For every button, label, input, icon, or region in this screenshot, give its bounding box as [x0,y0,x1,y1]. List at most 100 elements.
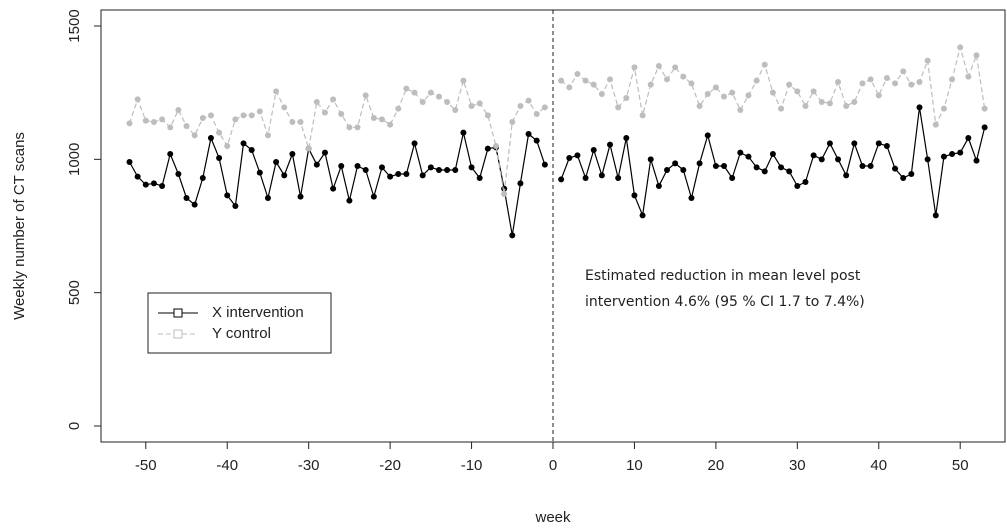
data-point [582,77,589,84]
data-point [240,140,247,147]
data-point [843,172,850,179]
data-point [647,81,654,88]
data-point [582,175,589,181]
data-point [289,119,296,125]
data-point [786,81,793,88]
data-point [859,80,866,87]
data-point [712,163,719,169]
data-point [655,183,662,189]
data-point [199,115,206,121]
data-point [240,112,247,119]
data-point [387,121,394,128]
data-point [378,116,385,123]
x-tick-label: -20 [379,457,401,474]
data-point [126,120,133,127]
data-point [598,91,605,97]
data-point [729,89,736,96]
data-point [664,76,671,83]
data-point [712,84,719,91]
data-point [835,156,842,163]
data-point [232,203,239,209]
data-point [224,192,231,199]
data-point [859,163,866,169]
data-point [150,119,157,125]
data-point [167,151,174,157]
data-point [281,172,288,179]
x-tick-label: 10 [626,457,643,474]
data-point [216,155,223,161]
data-point [533,137,540,144]
data-point [981,105,988,112]
annotation: Estimated reduction in mean level post [585,268,861,284]
data-point [672,64,679,71]
data-point [843,103,850,109]
data-point [778,164,785,171]
data-point [729,175,736,181]
data-point [297,193,304,200]
data-point [949,76,956,83]
data-point [908,171,915,177]
data-point [533,111,540,117]
legend-label: Y control [212,325,271,342]
data-point [574,152,581,159]
data-point [134,96,141,103]
data-point [370,193,377,200]
data-point [590,147,597,153]
data-point [664,167,671,173]
legend-box [147,292,332,354]
data-point [484,145,491,152]
data-point [639,112,646,119]
data-point [321,109,328,116]
data-point [973,52,980,59]
x-tick-label: -30 [298,457,320,474]
data-point [387,173,394,180]
data-point [883,75,890,81]
data-point [541,161,548,168]
data-point [134,173,141,180]
data-point [183,195,190,201]
data-point [875,92,882,99]
data-point [851,140,858,147]
legend-marker [173,329,183,339]
data-point [696,160,703,167]
data-point [484,112,491,119]
data-point [981,124,988,131]
data-point [924,57,931,64]
data-point [688,80,695,87]
y-axis-label: Weekly number of CT scans [11,132,28,320]
y-tick-label: 0 [66,422,83,430]
data-point [354,124,361,131]
data-point [321,149,328,156]
data-point [435,93,442,100]
data-point [492,143,499,149]
data-point [753,164,760,171]
y-tick-label: 1000 [66,143,83,176]
data-point [525,131,532,137]
data-point [957,149,964,156]
data-point [883,143,890,149]
data-point [501,191,508,197]
x-tick-label: 20 [708,457,725,474]
data-point [769,89,776,96]
data-point [224,143,231,149]
data-point [631,192,638,199]
data-point [655,63,662,69]
data-point [199,175,206,181]
data-point [378,164,385,171]
data-point [183,123,190,129]
data-point [175,107,182,113]
x-tick-label: -40 [216,457,238,474]
data-point [867,76,874,83]
data-point [672,160,679,167]
data-point [273,159,280,165]
data-point [264,132,271,139]
data-point [794,88,801,95]
data-point [313,99,320,105]
x-tick-label: 0 [549,457,557,474]
data-point [973,157,980,164]
data-point [403,85,410,92]
data-point [395,105,402,112]
data-point [631,64,638,71]
data-point [509,232,516,239]
data-point [362,92,369,99]
